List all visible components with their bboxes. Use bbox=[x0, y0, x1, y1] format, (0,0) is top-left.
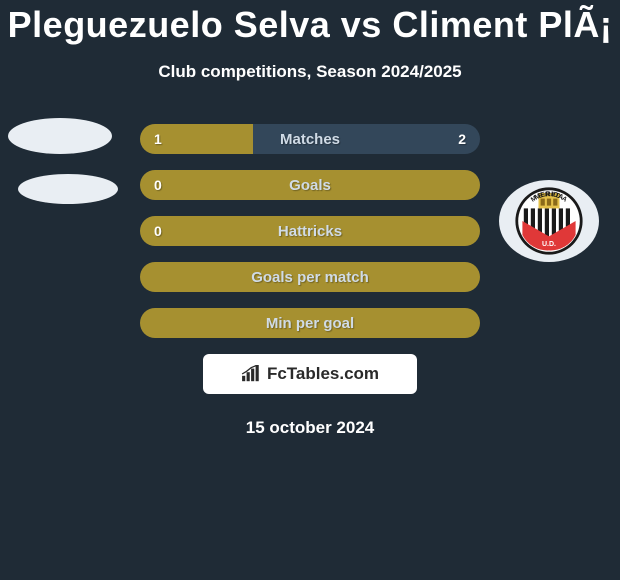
stat-row: Min per goal bbox=[140, 308, 480, 338]
stat-label: Matches bbox=[280, 131, 340, 148]
stat-value-right: 2 bbox=[458, 131, 466, 147]
stat-row: Hattricks 0 bbox=[140, 216, 480, 246]
stat-label: Goals bbox=[289, 177, 331, 194]
stat-label: Goals per match bbox=[251, 269, 369, 286]
subtitle: Club competitions, Season 2024/2025 bbox=[0, 62, 620, 82]
attribution-badge[interactable]: FcTables.com bbox=[203, 354, 417, 394]
stat-row: Goals per match bbox=[140, 262, 480, 292]
attribution-label: FcTables.com bbox=[267, 364, 379, 384]
date-label: 15 october 2024 bbox=[0, 418, 620, 438]
stat-row: Goals 0 bbox=[140, 170, 480, 200]
barchart-icon bbox=[241, 365, 263, 383]
stats-section: Matches 1 2 Goals 0 Hattricks 0 Goals per match… bbox=[0, 124, 620, 338]
stat-value-left: 1 bbox=[154, 131, 162, 147]
stat-value-left: 0 bbox=[154, 223, 162, 239]
stat-label: Min per goal bbox=[266, 315, 354, 332]
stat-value-left: 0 bbox=[154, 177, 162, 193]
comparison-card: Pleguezuelo Selva vs Climent PlÃ¡ Club c… bbox=[0, 0, 620, 580]
page-title: Pleguezuelo Selva vs Climent PlÃ¡ bbox=[0, 4, 620, 46]
stat-label: Hattricks bbox=[278, 223, 342, 240]
stat-row: Matches 1 2 bbox=[140, 124, 480, 154]
